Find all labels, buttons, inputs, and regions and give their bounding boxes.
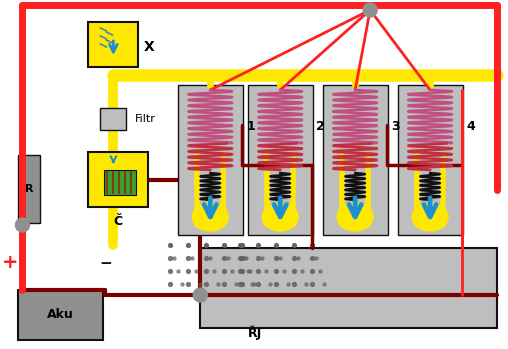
Circle shape bbox=[363, 3, 377, 17]
Bar bbox=[88, 22, 138, 67]
Bar bbox=[18, 155, 41, 223]
Bar bbox=[248, 85, 313, 235]
Bar bbox=[178, 85, 243, 235]
Text: 2: 2 bbox=[316, 120, 325, 133]
Text: X: X bbox=[143, 40, 154, 54]
Text: −: − bbox=[99, 255, 112, 270]
Text: ŘJ: ŘJ bbox=[248, 326, 263, 340]
Text: 4: 4 bbox=[466, 120, 475, 133]
Ellipse shape bbox=[262, 203, 298, 231]
Bar bbox=[88, 152, 148, 207]
Bar bbox=[200, 248, 497, 328]
Text: +: + bbox=[2, 253, 19, 273]
Text: 1: 1 bbox=[246, 120, 255, 133]
Text: Č: Č bbox=[114, 215, 123, 228]
Ellipse shape bbox=[193, 203, 228, 231]
Ellipse shape bbox=[412, 203, 448, 231]
Bar bbox=[18, 290, 104, 340]
Circle shape bbox=[15, 218, 29, 232]
Text: R: R bbox=[25, 184, 34, 194]
Text: Aku: Aku bbox=[47, 309, 74, 321]
Bar bbox=[101, 108, 126, 130]
Bar bbox=[323, 85, 388, 235]
Circle shape bbox=[194, 288, 207, 302]
Ellipse shape bbox=[337, 203, 373, 231]
Text: Filtr: Filtr bbox=[135, 114, 156, 124]
Text: 3: 3 bbox=[391, 120, 400, 133]
Bar bbox=[398, 85, 463, 235]
Bar bbox=[105, 170, 136, 195]
